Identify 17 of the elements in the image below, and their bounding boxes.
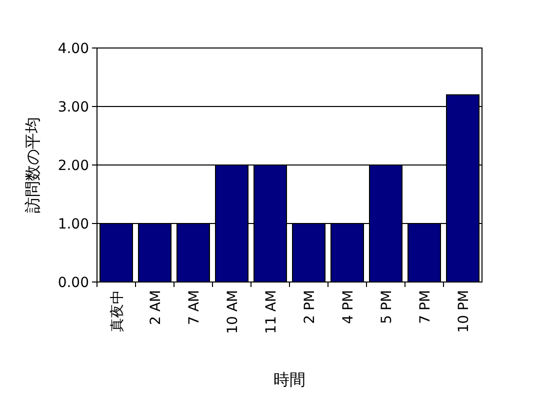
y-tick-label: 2.00 bbox=[58, 158, 89, 174]
x-tick-label: 7 AM bbox=[186, 290, 202, 326]
x-tick-label: 10 AM bbox=[224, 290, 241, 334]
x-tick-label: 4 PM bbox=[340, 290, 356, 324]
y-tick-label: 4.00 bbox=[58, 41, 89, 57]
y-tick-label: 0.00 bbox=[58, 275, 89, 291]
x-tick-label: 真夜中 bbox=[109, 290, 126, 332]
x-tick-label: 7 PM bbox=[417, 290, 434, 324]
y-axis-title: 訪問数の平均 bbox=[23, 117, 42, 213]
x-tick-label: 2 PM bbox=[302, 290, 318, 324]
x-tick-label: 10 PM bbox=[456, 290, 472, 333]
y-tick-label: 1.00 bbox=[58, 216, 89, 232]
x-axis-title: 時間 bbox=[274, 370, 306, 389]
y-tick-label: 3.00 bbox=[58, 100, 89, 116]
x-tick-label: 2 AM bbox=[148, 290, 164, 326]
x-tick-label: 11 AM bbox=[263, 290, 280, 334]
x-tick-label: 5 PM bbox=[378, 290, 395, 324]
